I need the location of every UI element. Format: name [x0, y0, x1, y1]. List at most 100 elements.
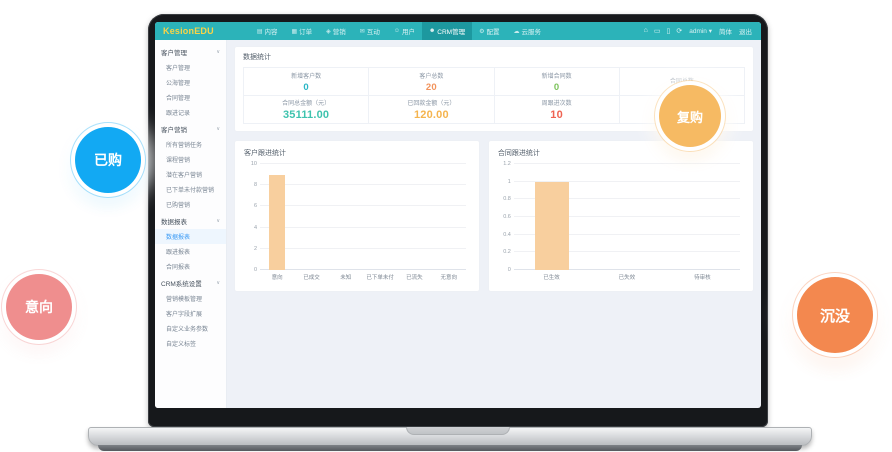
stat-cell-新增客户数: 新增客户数 0 [244, 68, 369, 95]
sidebar-item-自定义业务参数[interactable]: 自定义业务参数 [166, 327, 209, 333]
gridline [260, 205, 466, 207]
stats-grid: 新增客户数 0 客户总数 20 新增合同数 0 合同总数 合同总金额（元） 35111.00 已回… [243, 67, 745, 124]
y-axis-tick: 8 [253, 182, 257, 189]
stat-value: 120.00 [413, 109, 449, 121]
y-axis-tick: 2 [253, 245, 257, 252]
sidebar: 客户管理 ∨ 客户管理 公海管理 合同管理 跟进记录 客户营销 ∨ 所有营销任务 课程营销 潜在客户… [155, 40, 227, 408]
crm-icon: ☻ [428, 28, 436, 34]
gridline [260, 184, 466, 186]
chevron-down-icon: ∨ [216, 218, 220, 224]
gridline [513, 269, 740, 270]
badge-repurchase: 复购 [659, 85, 721, 147]
nav-item-营销[interactable]: ◈ 营销 [319, 22, 353, 40]
nav-item-互动[interactable]: ✉ 互动 [353, 22, 387, 40]
gridline [513, 180, 740, 182]
sidebar-item-营销模板管理[interactable]: 营销模板管理 [166, 297, 203, 303]
x-axis-label: 待审核 [694, 275, 711, 281]
order-icon: ▦ [291, 28, 298, 35]
sidebar-item-公海管理[interactable]: 公海管理 [166, 81, 191, 87]
navbar-right: ⌂ ▭ ▯ ⟳ admin ▾ 简体 退出 [644, 26, 761, 36]
sidebar-group-CRM系统设置[interactable]: CRM系统设置 ∨ [155, 274, 226, 291]
bar-意向 [269, 174, 286, 270]
nav-item-label: 内容 [264, 29, 278, 36]
nav-item-云服务[interactable]: ☁ 云服务 [506, 22, 548, 40]
chevron-down-icon: ∨ [216, 280, 220, 286]
sidebar-item-合同报表[interactable]: 合同报表 [166, 265, 191, 271]
x-axis-label: 无意向 [440, 275, 457, 281]
sidebar-item-客户字段扩展[interactable]: 客户字段扩展 [166, 312, 203, 318]
y-axis-tick: 1.2 [503, 161, 511, 167]
sidebar-group-客户营销[interactable]: 客户营销 ∨ [155, 120, 226, 137]
home-icon[interactable]: ⌂ [643, 27, 648, 34]
nav-item-CRM管理[interactable]: ☻ CRM管理 [421, 22, 473, 40]
nav-item-配置[interactable]: ⚙ 配置 [472, 22, 506, 40]
gridline [260, 269, 466, 270]
nav-item-label: 配置 [486, 29, 500, 36]
sidebar-group-数据报表[interactable]: 数据报表 ∨ [155, 212, 226, 229]
badge-sunk: 沉没 [797, 277, 873, 353]
nav-item-用户[interactable]: ☺ 用户 [387, 22, 422, 40]
contract-followup-chart: 合同跟进统计 0 0.2 0.4 0.6 0.8 1 1.2 已生效 已失效 待审核 [487, 140, 754, 292]
stat-cell-新增合同数: 新增合同数 0 [494, 68, 619, 95]
laptop-notch [406, 427, 510, 435]
admin-dropdown[interactable]: admin ▾ [689, 28, 712, 35]
bar-已生效 [534, 181, 569, 270]
y-axis-tick: 1 [507, 178, 511, 185]
y-axis-tick: 0.8 [503, 196, 511, 203]
sidebar-item-所有营销任务[interactable]: 所有营销任务 [166, 143, 203, 149]
sidebar-group-label: 客户营销 [161, 127, 187, 134]
stat-cell-周跟进次数: 周跟进次数 10 [494, 96, 619, 123]
logout-button[interactable]: 退出 [739, 29, 752, 36]
nav-item-label: CRM管理 [437, 29, 466, 36]
laptop-base [88, 427, 812, 446]
sidebar-item-跟进报表[interactable]: 跟进报表 [166, 250, 191, 256]
stat-value: 20 [425, 81, 437, 93]
nav-item-label: 订单 [299, 29, 313, 36]
sidebar-item-数据报表[interactable]: 数据报表 [155, 229, 226, 244]
chart-title: 合同跟进统计 [497, 150, 540, 157]
gridline [513, 216, 740, 217]
gridline [513, 251, 740, 253]
nav-item-订单[interactable]: ▦ 订单 [284, 22, 319, 40]
stat-value: 10 [550, 109, 563, 121]
phone-icon[interactable]: ▯ [666, 28, 671, 35]
user-icon: ☺ [393, 28, 400, 34]
settings-icon: ⚙ [479, 28, 485, 35]
sidebar-item-已购营销[interactable]: 已购营销 [166, 203, 191, 209]
language-switch[interactable]: 简体 [719, 29, 732, 36]
monitor-icon[interactable]: ▭ [653, 28, 661, 35]
sidebar-item-跟进记录[interactable]: 跟进记录 [166, 111, 191, 117]
stat-cell-客户总数: 客户总数 20 [369, 68, 494, 95]
stat-label: 客户总数 [419, 73, 444, 80]
stat-label: 周跟进次数 [541, 101, 572, 107]
refresh-icon[interactable]: ⟳ [676, 28, 683, 35]
nav-item-label: 用户 [401, 29, 415, 36]
main-content: 数据统计 新增客户数 0 客户总数 20 新增合同数 0 合同总数 合同总金额（元） 35111… [227, 40, 761, 408]
stat-label: 合同总金额（元） [282, 101, 331, 107]
stats-panel: 数据统计 新增客户数 0 客户总数 20 新增合同数 0 合同总数 合同总金额（元） 35111… [234, 46, 754, 132]
badge-purchased: 已购 [75, 127, 141, 193]
y-axis-tick: 0 [507, 267, 511, 273]
chart-plot-area: 0 2 4 6 8 10 [251, 161, 466, 273]
chart-title: 客户跟进统计 [244, 150, 286, 157]
nav-item-内容[interactable]: ▤ 内容 [250, 22, 285, 40]
sidebar-item-客户管理[interactable]: 客户管理 [166, 66, 191, 72]
x-axis-label: 已下单未付 [366, 275, 394, 281]
y-axis-tick: 0.2 [503, 249, 511, 256]
chevron-down-icon: ∨ [216, 49, 220, 55]
x-axis-label: 已成交 [303, 275, 320, 281]
y-axis-tick: 0.4 [503, 231, 511, 238]
sidebar-item-自定义标签[interactable]: 自定义标签 [166, 342, 197, 348]
x-axis-labels: 意向 已成交 未知 已下单未付 已流失 无意向 [260, 273, 466, 281]
charts-row: 客户跟进统计 0 2 4 6 8 10 意向 已成交 未知 已下单未付 已流失 无意向 合同跟进统计 0 0… [234, 140, 754, 292]
sidebar-item-潜在客户营销[interactable]: 潜在客户营销 [166, 173, 203, 179]
sidebar-group-客户管理[interactable]: 客户管理 ∨ [155, 43, 226, 60]
content-icon: ▤ [256, 28, 263, 35]
stat-value: 0 [303, 81, 309, 93]
sidebar-item-合同管理[interactable]: 合同管理 [166, 96, 191, 102]
x-axis-label: 意向 [271, 275, 283, 281]
sidebar-item-课程营销[interactable]: 课程营销 [166, 158, 191, 164]
sidebar-group-label: CRM系统设置 [161, 281, 202, 288]
sidebar-item-已下单未付款营销[interactable]: 已下单未付款营销 [166, 188, 215, 194]
stat-cell-已回款金额（元）: 已回款金额（元） 120.00 [369, 96, 494, 123]
